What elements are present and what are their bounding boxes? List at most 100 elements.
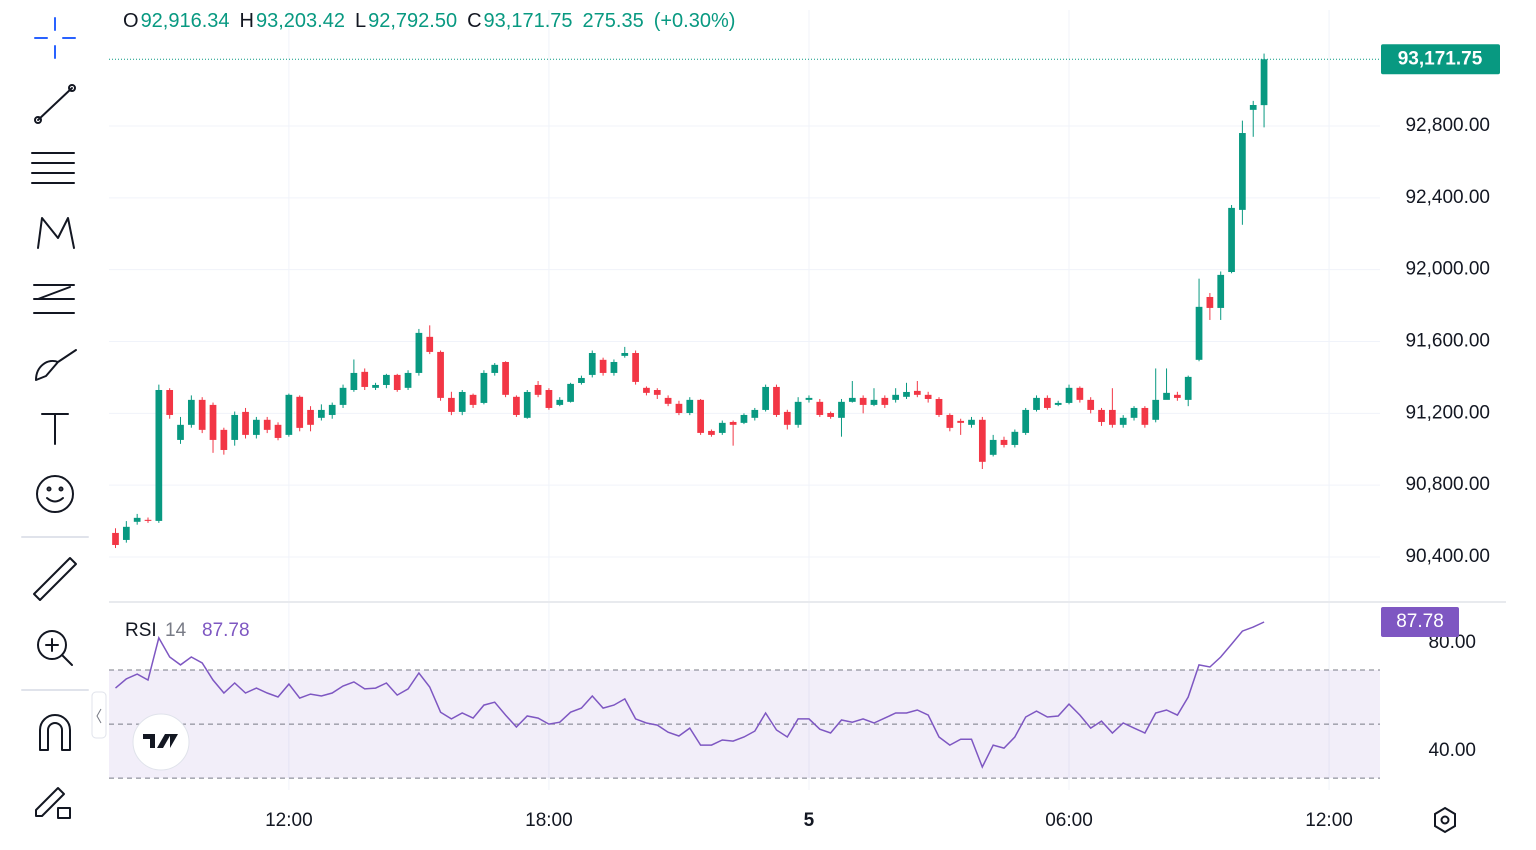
y-tick-label: 92,000.00 — [1405, 259, 1490, 280]
rsi-badge — [1381, 606, 1459, 637]
candle-body — [1239, 133, 1246, 210]
candle-body — [523, 391, 531, 418]
candle-body — [198, 399, 206, 430]
candle-body — [740, 414, 748, 423]
candle-body — [599, 359, 607, 373]
candle-body — [1152, 399, 1160, 420]
candle-body — [458, 391, 466, 412]
candle-body — [653, 389, 661, 395]
candle-body — [1065, 387, 1073, 403]
candle-body — [697, 399, 704, 433]
candle-body — [978, 419, 986, 462]
candle-body — [339, 387, 347, 405]
ohlc-key: H — [239, 10, 254, 32]
y-tick-label: 80.00 — [1428, 632, 1476, 653]
settings-icon[interactable] — [1434, 806, 1456, 834]
candle-body — [545, 389, 553, 408]
projection-tool[interactable] — [33, 284, 75, 314]
crosshair-tool[interactable] — [34, 17, 76, 59]
candle-body — [1260, 59, 1268, 106]
change-percent: (+0.30%) — [653, 10, 736, 32]
candle-body — [1011, 431, 1019, 445]
ohlc-value: 93,203.42 — [256, 10, 345, 32]
candle-body — [989, 439, 997, 455]
candle-body — [1163, 392, 1170, 400]
x-tick-label: 06:00 — [1045, 810, 1093, 831]
candle-body — [491, 364, 499, 373]
candle-body — [166, 389, 174, 415]
text-tool[interactable] — [41, 413, 69, 445]
candle-body — [935, 398, 943, 415]
candle-body — [393, 374, 401, 390]
collapse-icon — [96, 708, 102, 724]
candle-body — [946, 414, 954, 428]
candle-body — [1249, 105, 1257, 110]
candle-body — [903, 391, 910, 397]
candle-body — [588, 353, 596, 375]
candle-body — [415, 332, 423, 373]
price-pane: 12:00 18:00 5 06:00 12:00 90,400.00 90,800.00 9… — [109, 10, 1500, 831]
candle-body — [328, 404, 336, 415]
candle-body — [859, 397, 867, 405]
rsi-badge-label: 87.78 — [1396, 611, 1444, 632]
ohlc-legend: O 92,916.34 H 93,203.42 L 92,792.50 C 93,171.75… — [123, 10, 745, 33]
candle-body — [502, 361, 509, 395]
fib-tool[interactable] — [31, 152, 75, 184]
candle-body — [1130, 407, 1138, 418]
y-tick-label: 90,800.00 — [1405, 474, 1490, 495]
candle-body — [383, 374, 390, 385]
candle-body — [426, 336, 434, 352]
candle-body — [708, 430, 715, 435]
lock-tool[interactable] — [35, 787, 65, 817]
candle-body — [686, 399, 694, 413]
ruler-tool[interactable] — [33, 557, 77, 601]
line-tool[interactable] — [37, 87, 73, 121]
logo-mark — [143, 734, 178, 748]
zoom-tool[interactable] — [37, 630, 67, 660]
x-tick-label: 12:00 — [265, 810, 313, 831]
ohlc-value: 93,171.75 — [483, 10, 573, 32]
ohlc-key: L — [354, 10, 367, 32]
candle-body — [1228, 207, 1235, 273]
candle-body — [372, 384, 379, 388]
brush-tool[interactable] — [35, 349, 77, 381]
candle-body — [794, 401, 802, 425]
candle-body — [220, 429, 228, 450]
candle-body — [675, 403, 683, 413]
emoji-tool[interactable] — [36, 475, 74, 513]
candle-body — [350, 372, 358, 390]
candle-body — [1054, 402, 1062, 405]
toolbar[interactable] — [21, 17, 89, 819]
candle-body — [664, 397, 672, 404]
collapse-button[interactable] — [91, 691, 107, 739]
candle-body — [307, 409, 314, 425]
candle-body — [1043, 397, 1051, 408]
candle-body — [361, 371, 369, 387]
magnet-tool[interactable] — [39, 714, 71, 751]
candle-body — [231, 414, 239, 440]
candle-body — [187, 399, 195, 425]
candle-body — [773, 386, 780, 415]
ohlc-key: O — [123, 10, 139, 32]
candle-body — [1022, 409, 1030, 433]
candle-body — [751, 409, 759, 418]
candle-body — [913, 390, 921, 395]
candle-body — [1174, 394, 1181, 398]
candle-body — [848, 397, 856, 402]
candle-body — [513, 396, 520, 415]
candle-body — [112, 532, 119, 545]
candle-body — [968, 419, 975, 425]
candle-body — [480, 372, 488, 403]
candle-body — [1109, 409, 1116, 425]
candle-body — [404, 372, 412, 388]
candle-body — [1141, 407, 1149, 425]
pattern-tool[interactable] — [37, 217, 75, 249]
candle-body — [448, 397, 455, 412]
candle-body — [1217, 274, 1225, 308]
candle-body — [263, 419, 271, 430]
rsi-title: RSI — [125, 620, 157, 641]
candle-body — [643, 387, 650, 393]
